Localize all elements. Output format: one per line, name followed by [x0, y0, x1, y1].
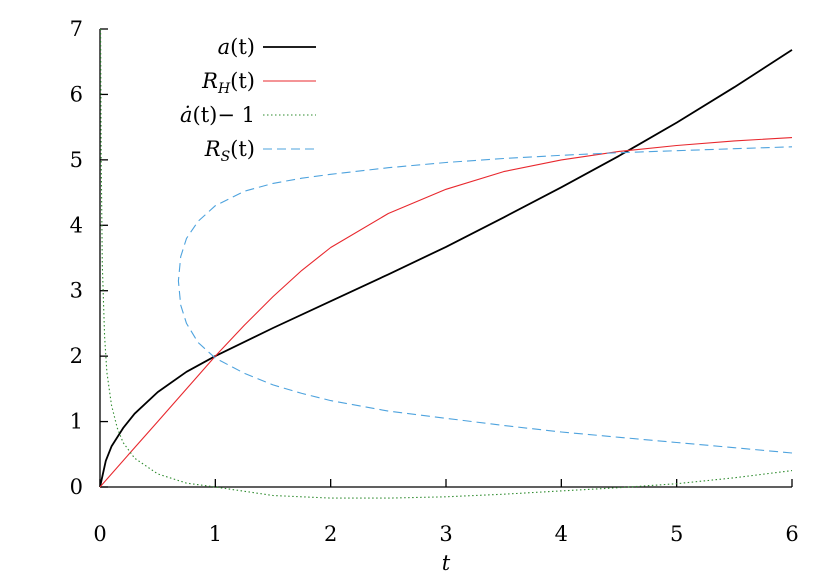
series-line-t-1: [100, 28, 793, 499]
y-tick-label: 7: [70, 17, 83, 41]
y-tick-label: 3: [70, 279, 83, 303]
x-tick-label: 5: [670, 522, 683, 546]
y-tick-label: 4: [70, 213, 83, 237]
x-tick-label: 2: [324, 522, 337, 546]
legend-label-r-h-t: RH(t): [201, 69, 255, 97]
y-tick-label: 2: [70, 344, 83, 368]
legend: a(t) RH(t) ȧ(t)− 1 RS(t): [180, 35, 316, 165]
y-tick-label: 0: [70, 475, 83, 499]
x-tick-label: 0: [93, 522, 106, 546]
plot-area: [99, 28, 793, 499]
series-line-r-h-t: [99, 137, 793, 488]
y-tick-label: 6: [70, 82, 83, 106]
axes: 0 1 2 3 4 5 6 0 1 2 3 4 5 6 7: [70, 17, 799, 546]
x-tick-label: 1: [209, 522, 222, 546]
x-tick-label: 6: [785, 522, 798, 546]
series-line-r-s-t: [177, 146, 793, 454]
legend-label-r-s-t: RS(t): [204, 137, 255, 165]
x-tick-label: 4: [555, 522, 568, 546]
y-tick-label: 5: [70, 148, 83, 172]
y-tick-label: 1: [70, 410, 83, 434]
x-tick-label: 3: [439, 522, 452, 546]
legend-label-a-t: a(t): [218, 35, 255, 59]
x-axis-label: t: [442, 551, 451, 575]
legend-label-t-1: ȧ(t)− 1: [180, 103, 255, 127]
